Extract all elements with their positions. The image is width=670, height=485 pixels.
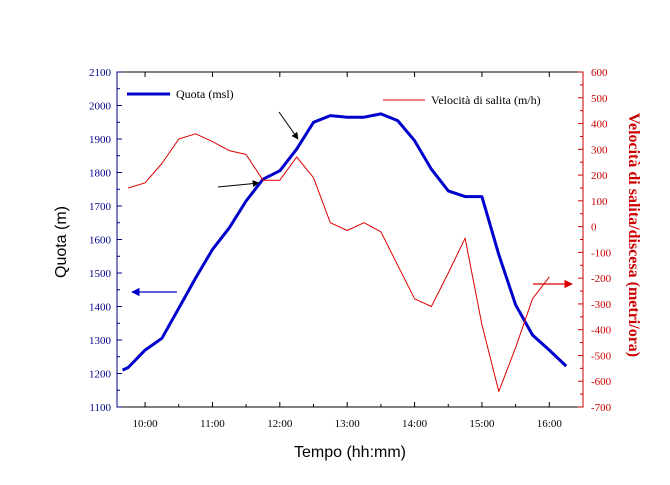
y-left-tick-label: 1300 <box>89 335 112 347</box>
y-right-tick-label: 0 <box>591 222 597 234</box>
legend: Quota (msl) Velocità di salita (m/h) <box>127 87 541 107</box>
y-axis-title-right: Velocità di salita/discesa (metri/ora) <box>625 113 642 357</box>
y-right-tick-label: 200 <box>591 170 608 182</box>
annotation-arrows <box>131 111 573 297</box>
y-right-tick-label: -200 <box>591 273 612 285</box>
series-layer <box>121 112 568 392</box>
y-left-tick-label: 2000 <box>89 101 112 113</box>
y-left-tick-label: 1400 <box>89 302 112 314</box>
series-line-velocita <box>128 133 550 392</box>
x-tick-label: 11:00 <box>200 418 225 430</box>
y-left-tick-label: 1800 <box>89 168 112 180</box>
series-line-quota <box>121 112 568 372</box>
y-right-tick-label: -400 <box>591 325 612 337</box>
y-left-tick-label: 1500 <box>89 268 112 280</box>
y-right-tick-label: -300 <box>591 299 612 311</box>
y-left-tick-label: 2100 <box>89 67 112 79</box>
y-right-tick-label: -100 <box>591 247 612 259</box>
x-tick-label: 12:00 <box>267 418 293 430</box>
y-axis-title-left: Quota (m) <box>53 206 70 278</box>
y-right-tick-label: -600 <box>591 376 612 388</box>
black-arrow-horizontal <box>217 180 260 188</box>
x-tick-label: 13:00 <box>335 418 361 430</box>
black-arrow-diagonal <box>278 111 299 140</box>
y-right-tick-label: 600 <box>591 67 608 79</box>
y-left-tick-label: 1200 <box>89 369 112 381</box>
y-right-tick-label: 300 <box>591 144 608 156</box>
y-right-tick-label: 100 <box>591 196 608 208</box>
y-right-tick-label: 400 <box>591 119 608 131</box>
y-left-tick-label: 1600 <box>89 235 112 247</box>
legend-label-quota: Quota (msl) <box>176 87 234 101</box>
y-left-tick-label: 1700 <box>89 201 112 213</box>
y-left-tick-label: 1100 <box>89 402 111 414</box>
x-tick-label: 15:00 <box>469 418 495 430</box>
x-tick-label: 10:00 <box>133 418 159 430</box>
x-tick-label: 16:00 <box>537 418 563 430</box>
plot-frame <box>116 71 584 408</box>
x-axis-title: Tempo (hh:mm) <box>294 444 406 461</box>
y-right-tick-label: -700 <box>591 402 612 414</box>
y-right-tick-label: 500 <box>591 93 608 105</box>
axes: 1100120013001400150016001700180019002000… <box>89 67 612 430</box>
y-right-tick-label: -500 <box>591 350 612 362</box>
legend-label-velocita: Velocità di salita (m/h) <box>431 93 541 107</box>
y-left-tick-label: 1900 <box>89 134 112 146</box>
x-tick-label: 14:00 <box>402 418 428 430</box>
